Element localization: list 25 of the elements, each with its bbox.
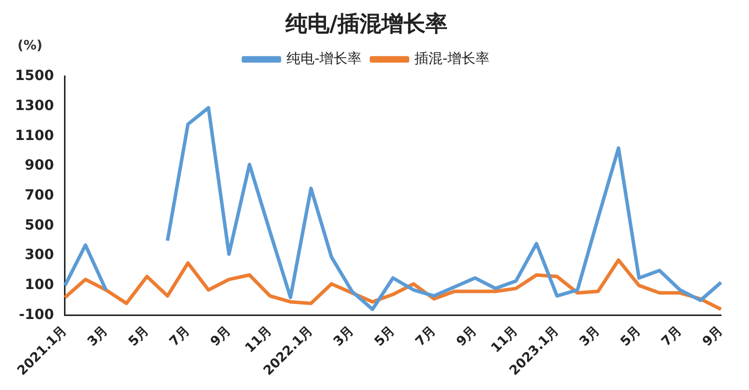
x-tick-label: 5月 [126, 323, 152, 350]
x-tick-label: 7月 [659, 323, 686, 350]
x-tick-label: 5月 [618, 323, 644, 350]
y-tick-label: 700 [24, 187, 54, 204]
x-tick-label: 9月 [208, 323, 234, 350]
x-tick-label: 7月 [166, 323, 194, 350]
y-tick-label: 300 [24, 247, 54, 264]
y-tick-label: 1100 [14, 128, 54, 144]
y-tick-label: -100 [18, 306, 54, 323]
y-tick-label: 100 [24, 277, 54, 294]
y-axis-title: (%) [18, 38, 42, 54]
x-tick-label: 7月 [413, 323, 440, 350]
x-tick-label: 9月 [700, 323, 726, 350]
y-tick-label: 1500 [14, 68, 54, 84]
x-tick-label: 3月 [577, 323, 604, 350]
legend-label: 插混-增长率 [414, 51, 490, 68]
chart-title: 纯电/插混增长率 [284, 10, 448, 37]
x-tick-label: 3月 [331, 323, 358, 350]
x-tick-label: 9月 [454, 323, 480, 350]
legend-label: 纯电-增长率 [286, 51, 362, 68]
y-tick-label: 500 [24, 217, 54, 234]
x-tick-label: 3月 [84, 323, 112, 350]
y-tick-label: 900 [24, 158, 54, 174]
y-tick-label: 1300 [14, 98, 54, 114]
x-tick-label: 5月 [372, 323, 398, 350]
